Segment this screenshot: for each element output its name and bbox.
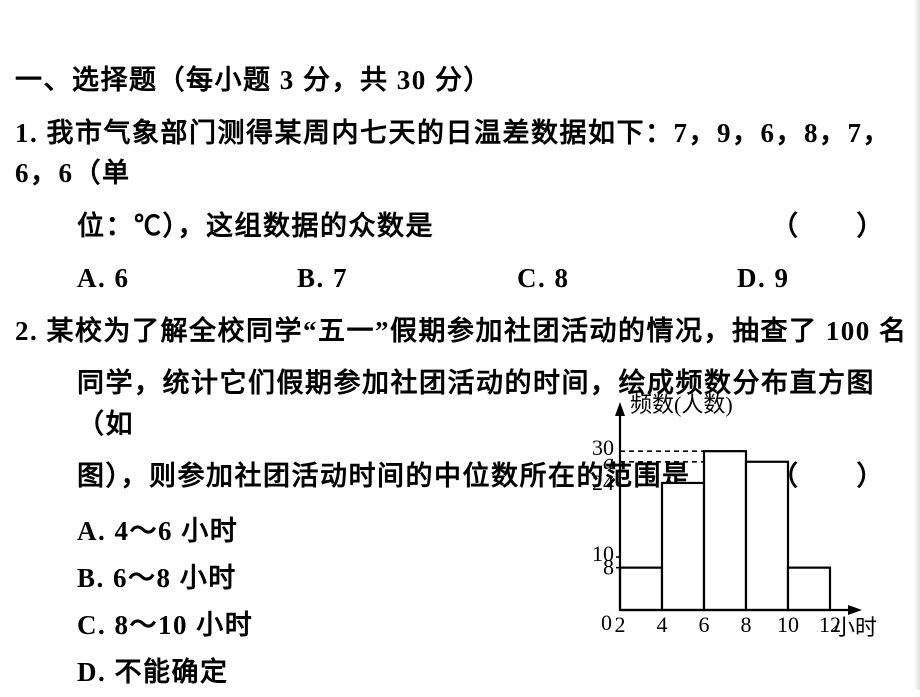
svg-text:a: a <box>603 449 614 474</box>
section-title: 一、选择题（每小题 3 分，共 30 分） <box>15 60 910 101</box>
svg-text:10: 10 <box>777 612 799 637</box>
page-shadow <box>914 0 920 690</box>
q1-options: A. 6 B. 7 C. 8 D. 9 <box>15 258 910 299</box>
svg-text:6: 6 <box>699 612 710 637</box>
svg-text:0: 0 <box>601 610 612 635</box>
q1-stem-line2: 位：℃），这组数据的众数是 （ ） <box>15 206 910 247</box>
svg-text:10: 10 <box>592 541 614 566</box>
q2-stem-line1: 2. 某校为了解全校同学“五一”假期参加社团活动的情况，抽查了 100 名 <box>15 311 910 352</box>
q1-opt-c: C. 8 <box>517 258 737 299</box>
q1-paren: （ ） <box>771 206 885 247</box>
q1-opt-d: D. 9 <box>737 258 790 299</box>
q1-opt-b: B. 7 <box>297 258 517 299</box>
q2-opt-d: D. 不能确定 <box>15 650 910 689</box>
q1-stem-line2-text: 位：℃），这组数据的众数是 <box>77 211 434 241</box>
svg-text:8: 8 <box>741 612 752 637</box>
svg-text:频数(人数): 频数(人数) <box>630 392 733 417</box>
svg-text:小时: 小时 <box>833 615 877 640</box>
svg-text:2: 2 <box>615 612 626 637</box>
histogram-chart: 08102430a24681012频数(人数)小时 <box>535 385 885 645</box>
q1-opt-a: A. 6 <box>77 258 297 299</box>
q1-stem-line1: 1. 我市气象部门测得某周内七天的日温差数据如下：7，9，6，8，7，6，6（单 <box>15 113 910 194</box>
svg-text:4: 4 <box>657 612 668 637</box>
